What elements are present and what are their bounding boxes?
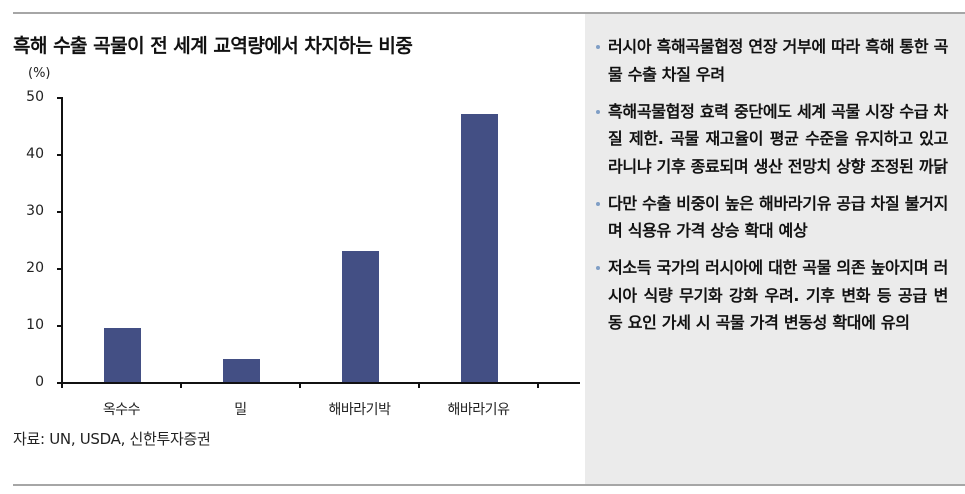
x-tick bbox=[537, 382, 539, 388]
y-tick bbox=[57, 154, 62, 156]
bullet-dot-icon bbox=[596, 45, 600, 49]
y-tick-label: 40 bbox=[26, 146, 44, 162]
y-axis-unit: (%) bbox=[28, 66, 51, 81]
bullet-item: 러시아 흑해곡물협정 연장 거부에 따라 흑해 통한 곡물 수출 차질 우려 bbox=[596, 33, 948, 88]
x-tick bbox=[299, 382, 301, 388]
bar-sunflower-oil bbox=[461, 114, 498, 382]
x-category-label: 해바라기박 bbox=[328, 402, 391, 418]
bullet-text: 다만 수출 비중이 높은 해바라기유 공급 차질 불거지며 식용유 가격 상승 … bbox=[608, 193, 948, 241]
bullet-dot-icon bbox=[596, 109, 600, 114]
top-divider bbox=[13, 12, 965, 14]
summary-bullets: 러시아 흑해곡물협정 연장 거부에 따라 흑해 통한 곡물 수출 차질 우려 흑… bbox=[596, 33, 948, 346]
y-tick bbox=[57, 325, 62, 327]
x-tick bbox=[61, 382, 63, 388]
x-category-label: 해바라기유 bbox=[447, 402, 510, 418]
y-tick-label: 50 bbox=[26, 89, 44, 105]
y-tick-label: 0 bbox=[35, 374, 44, 390]
bullet-text: 흑해곡물협정 효력 중단에도 세계 곡물 시장 수급 차질 제한. 곡물 재고율… bbox=[608, 101, 948, 176]
y-tick bbox=[57, 211, 62, 213]
bullet-dot-icon bbox=[596, 266, 600, 270]
bar-sunflower-meal bbox=[342, 250, 379, 382]
chart-title: 흑해 수출 곡물이 전 세계 교역량에서 차지하는 비중 bbox=[13, 35, 413, 57]
y-axis bbox=[61, 97, 63, 383]
x-tick bbox=[180, 382, 182, 388]
bullet-text: 저소득 국가의 러시아에 대한 곡물 의존 높아지며 러시아 식량 무기화 강화… bbox=[608, 258, 948, 332]
source-note: 자료: UN, USDA, 신한투자증권 bbox=[13, 430, 211, 448]
bullet-item: 저소득 국가의 러시아에 대한 곡물 의존 높아지며 러시아 식량 무기화 강화… bbox=[596, 254, 948, 337]
y-tick-label: 30 bbox=[26, 203, 44, 219]
bottom-divider bbox=[13, 484, 965, 486]
x-category-label: 밀 bbox=[234, 402, 247, 418]
bullet-text: 러시아 흑해곡물협정 연장 거부에 따라 흑해 통한 곡물 수출 차질 우려 bbox=[608, 37, 948, 84]
bar-corn bbox=[104, 327, 141, 382]
y-tick-label: 20 bbox=[26, 260, 44, 276]
x-tick bbox=[418, 382, 420, 388]
x-axis bbox=[57, 382, 580, 384]
bullet-item: 흑해곡물협정 효력 중단에도 세계 곡물 시장 수급 차질 제한. 곡물 재고율… bbox=[596, 98, 948, 181]
x-category-label: 옥수수 bbox=[102, 402, 141, 418]
bullet-dot-icon bbox=[596, 201, 600, 206]
y-tick bbox=[57, 97, 62, 99]
bullet-item: 다만 수출 비중이 높은 해바라기유 공급 차질 불거지며 식용유 가격 상승 … bbox=[596, 190, 948, 245]
y-tick bbox=[57, 268, 62, 270]
summary-panel bbox=[585, 14, 965, 484]
y-tick-label: 10 bbox=[26, 317, 44, 333]
bar-wheat bbox=[223, 359, 260, 382]
